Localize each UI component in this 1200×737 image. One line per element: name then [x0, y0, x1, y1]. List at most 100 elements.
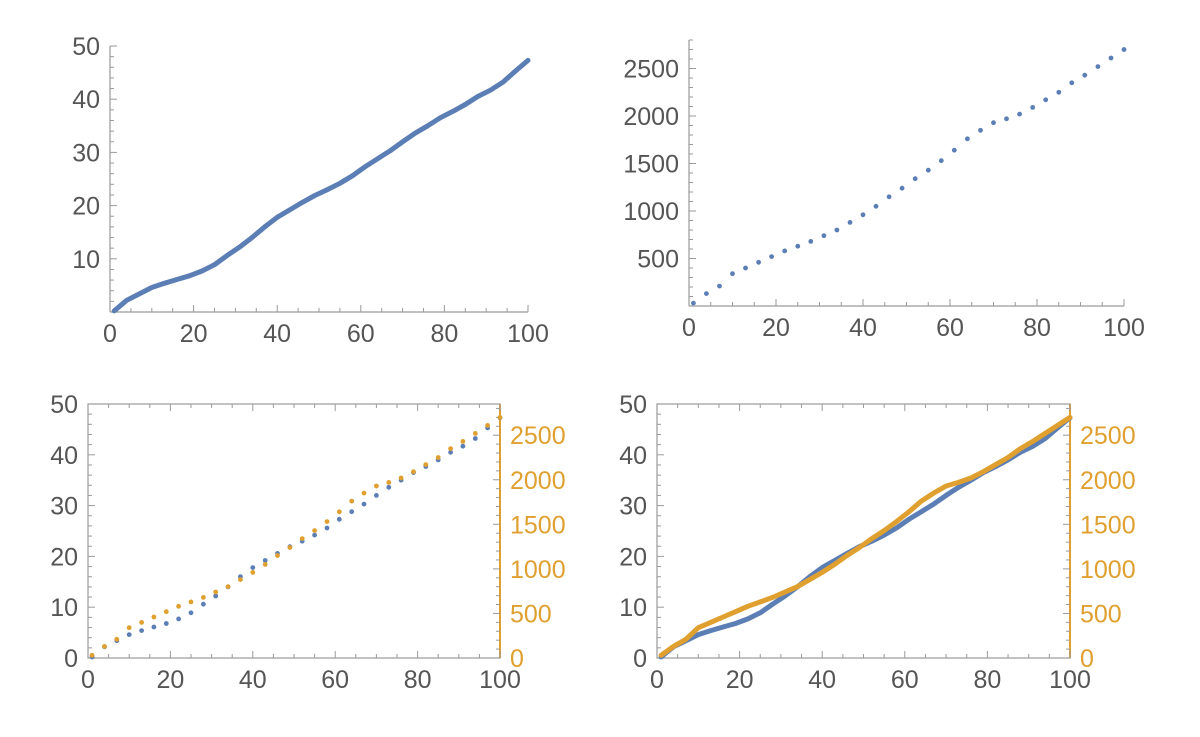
x-tick-label: 0 [682, 314, 696, 342]
y-tick-label: 50 [619, 391, 647, 419]
data-point [139, 628, 145, 633]
data-point [176, 603, 182, 609]
data-point [860, 212, 866, 218]
data-point [834, 227, 840, 233]
data-point [485, 423, 490, 428]
series-line-1 [658, 414, 1073, 658]
data-point [965, 136, 970, 142]
data-point [312, 532, 317, 538]
data-point [991, 120, 996, 126]
data-point [925, 167, 931, 173]
data-point [386, 484, 392, 490]
data-point [1043, 97, 1049, 103]
y-tick-label: 20 [50, 543, 78, 571]
data-point [336, 516, 342, 522]
data-point [808, 239, 814, 244]
data-point [312, 528, 317, 533]
data-point [163, 621, 169, 626]
data-point [423, 462, 429, 467]
data-point [1108, 55, 1114, 61]
data-point [262, 558, 268, 563]
data-point [886, 194, 892, 200]
series-line-0 [111, 57, 531, 314]
data-point [448, 446, 453, 451]
data-point [873, 203, 879, 209]
data-point [349, 509, 355, 515]
data-point [1004, 116, 1009, 122]
data-point [361, 501, 367, 507]
plot-frame [87, 403, 501, 659]
y-tick-label: 10 [72, 246, 100, 274]
data-point [361, 490, 367, 496]
data-point [978, 127, 983, 133]
data-point [847, 220, 853, 225]
x-tick-label: 60 [347, 320, 375, 348]
x-tick-label: 20 [726, 666, 754, 694]
y-tick-label: 1500 [623, 151, 679, 179]
data-point [472, 436, 478, 441]
data-point [349, 498, 355, 504]
data-point [324, 519, 330, 524]
chart-top-right: 0 20 40 60 80 100 500 1000 1500 2000 2500 [623, 39, 1145, 342]
data-point [398, 475, 404, 481]
y-tick-label: 30 [72, 139, 100, 167]
x-tick-label: 100 [479, 666, 521, 694]
data-point [151, 624, 157, 630]
x-tick-label: 0 [103, 320, 117, 348]
data-point [386, 480, 392, 485]
data-point [1121, 47, 1127, 52]
data-point [287, 545, 293, 550]
data-point [730, 271, 735, 277]
x-tick-label: 20 [762, 314, 790, 342]
data-point [717, 283, 722, 289]
right-y-tick-label: 1500 [1080, 511, 1136, 539]
data-point [213, 589, 219, 595]
y-tick-label: 0 [64, 645, 78, 673]
x-tick-label: 80 [973, 666, 1001, 694]
data-point [1017, 111, 1022, 117]
data-point [1056, 89, 1062, 95]
y-tick-label: 40 [72, 86, 100, 114]
x-tick-label: 20 [180, 320, 208, 348]
data-point [704, 291, 709, 296]
data-point [1069, 80, 1075, 86]
data-point [411, 469, 416, 475]
data-point [275, 553, 280, 558]
data-point [201, 601, 206, 607]
data-point [795, 243, 801, 249]
data-point [435, 455, 441, 460]
x-tick-label: 60 [321, 666, 349, 694]
data-point [460, 439, 466, 444]
right-y-tick-label: 0 [510, 645, 524, 673]
data-point [188, 610, 194, 616]
y-tick-label: 2000 [623, 103, 679, 131]
data-point [126, 625, 132, 631]
y-tick-label: 0 [633, 645, 647, 673]
data-point [201, 595, 206, 600]
right-y-tick-label: 2000 [510, 467, 566, 495]
x-tick-label: 40 [239, 666, 267, 694]
data-point [299, 536, 305, 541]
y-tick-label: 30 [50, 493, 78, 521]
x-tick-label: 0 [81, 666, 95, 694]
data-point [1095, 64, 1101, 69]
data-point [324, 525, 330, 531]
data-point [176, 616, 182, 622]
data-point [912, 176, 918, 182]
x-tick-label: 60 [891, 666, 919, 694]
right-y-tick-label: 2500 [1080, 422, 1136, 450]
data-point [1030, 105, 1036, 110]
data-point [782, 248, 788, 254]
y-tick-label: 50 [72, 33, 100, 61]
x-tick-label: 100 [1103, 314, 1145, 342]
right-y-tick-label: 500 [510, 600, 552, 628]
right-y-tick-label: 2000 [1080, 467, 1136, 495]
x-tick-label: 80 [1023, 314, 1051, 342]
data-point [102, 644, 107, 649]
data-point [151, 614, 157, 620]
data-point [139, 620, 145, 625]
x-tick-label: 60 [936, 314, 964, 342]
data-point [188, 599, 194, 605]
x-tick-label: 0 [650, 666, 664, 694]
